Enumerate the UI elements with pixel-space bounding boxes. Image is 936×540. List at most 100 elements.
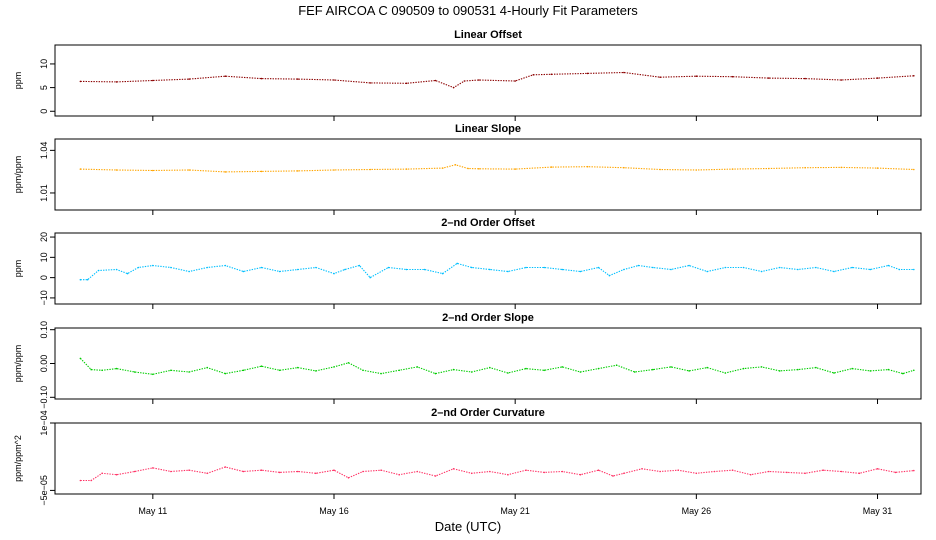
data-point <box>224 372 227 375</box>
y-tick-label: 5 <box>39 85 49 90</box>
data-point <box>579 473 582 476</box>
panel-4: 2–nd Order Slope ppm/ppm −0.10 0.00 0.10 <box>13 312 922 409</box>
data-point <box>659 470 661 473</box>
data-point <box>768 470 770 473</box>
panel-title: 2–nd Order Offset <box>441 217 535 229</box>
data-point <box>405 268 408 271</box>
data-point <box>260 469 263 472</box>
data-point <box>833 270 835 273</box>
data-point <box>416 470 419 473</box>
data-point <box>333 469 335 472</box>
data-point <box>804 472 806 475</box>
x-tick-label: May 16 <box>319 506 349 516</box>
data-point <box>840 470 843 473</box>
data-point <box>623 472 625 475</box>
data-point <box>633 371 636 373</box>
y-tick-label: 1e−04 <box>39 410 49 435</box>
data-point <box>456 262 459 265</box>
data-point <box>507 270 509 273</box>
data-point <box>786 471 788 474</box>
data-point <box>369 168 372 171</box>
data-point <box>333 169 335 171</box>
y-tick-label: 20 <box>39 232 49 242</box>
data-point <box>597 367 600 370</box>
series-line <box>80 164 914 173</box>
y-tick-label: 1.04 <box>39 142 49 160</box>
data-point <box>405 82 408 85</box>
data-point <box>188 78 190 80</box>
y-axis-label: ppm/ppm <box>13 156 23 194</box>
data-point <box>152 373 154 376</box>
y-axis-label: ppm/ppm <box>13 345 23 383</box>
data-point <box>561 268 564 271</box>
data-point <box>815 366 817 369</box>
data-point <box>344 268 346 271</box>
data-point <box>170 369 172 372</box>
data-point <box>688 264 690 267</box>
data-point <box>101 472 103 475</box>
data-point <box>851 367 853 370</box>
data-point <box>416 366 419 368</box>
data-point <box>133 371 136 373</box>
data-point <box>206 366 208 369</box>
data-point <box>405 168 408 170</box>
data-point <box>478 79 480 81</box>
data-point <box>170 470 172 473</box>
data-point <box>778 266 781 269</box>
data-point <box>260 266 263 269</box>
data-point <box>452 468 455 470</box>
panel-frame <box>54 422 922 495</box>
data-point <box>434 79 437 82</box>
data-point <box>434 475 437 477</box>
x-tick-label: May 31 <box>863 506 893 516</box>
data-point <box>749 473 752 476</box>
data-point <box>778 370 781 372</box>
y-tick-label: 10 <box>39 59 49 69</box>
data-point <box>347 362 350 364</box>
data-point <box>623 166 625 169</box>
data-point <box>760 366 763 368</box>
data-point <box>224 466 227 468</box>
data-point <box>514 80 516 82</box>
data-point <box>452 368 455 371</box>
data-point <box>278 471 281 474</box>
data-point <box>79 479 82 482</box>
series-line <box>80 71 914 89</box>
data-point <box>615 364 618 367</box>
data-point <box>623 268 625 271</box>
y-axis-label: ppm <box>13 260 23 278</box>
series-line <box>80 358 914 375</box>
data-point <box>670 268 672 271</box>
data-point <box>387 266 390 269</box>
data-point <box>97 269 100 272</box>
data-point <box>659 76 661 78</box>
data-point <box>398 473 401 476</box>
panel-frame <box>54 232 922 305</box>
data-point <box>90 368 92 371</box>
data-point <box>713 470 716 473</box>
data-point <box>90 479 92 482</box>
data-point <box>423 268 426 271</box>
data-point <box>347 477 350 479</box>
data-point <box>333 366 335 368</box>
data-point <box>913 168 915 171</box>
data-point <box>543 369 545 372</box>
data-point <box>260 170 263 173</box>
data-point <box>362 369 364 372</box>
data-point <box>398 369 401 372</box>
data-point <box>115 473 118 476</box>
data-point <box>188 169 190 171</box>
data-point <box>115 367 118 370</box>
data-point <box>242 470 245 473</box>
data-point <box>894 471 897 474</box>
data-point <box>858 472 861 475</box>
data-point <box>579 371 582 373</box>
data-point <box>913 75 915 77</box>
panel-frame <box>54 138 922 211</box>
data-point <box>840 79 843 81</box>
data-point <box>695 169 698 171</box>
data-point <box>380 469 382 472</box>
data-point <box>470 266 473 269</box>
data-point <box>380 372 382 375</box>
